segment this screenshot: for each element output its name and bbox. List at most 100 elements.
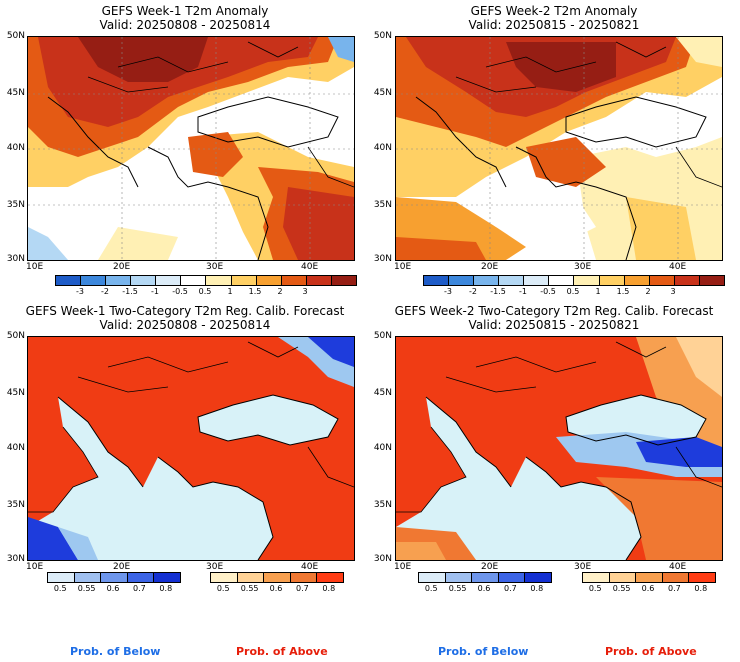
colorbar-swatch [281, 276, 307, 285]
colorbar-swatch [449, 276, 475, 285]
colorbar-swatch [331, 276, 356, 285]
colorbar-swatch [56, 276, 82, 285]
colorbar-swatch [624, 276, 650, 285]
colorbar-swatch [237, 573, 265, 582]
colorbar-swatch [636, 573, 663, 582]
lat-label: 35N [6, 500, 25, 510]
anomaly-map [395, 36, 723, 261]
colorbar-tick-label: 0.6 [269, 584, 283, 593]
below-colorbar [418, 572, 552, 583]
lat-label: 45N [373, 388, 392, 398]
anomaly-map-svg [28, 37, 354, 260]
lat-label: 45N [6, 88, 25, 98]
colorbar-swatch [525, 573, 551, 582]
lon-label: 10E [26, 262, 44, 272]
colorbar-swatch [211, 573, 238, 582]
colorbar-tick-label: -0.5 [172, 287, 188, 296]
lon-label: 30E [206, 562, 224, 572]
colorbar-tick-label: 1.5 [616, 287, 630, 296]
prob-above-label: Prob. of Above [605, 645, 697, 658]
colorbar-swatch [81, 276, 107, 285]
colorbar-tick-label: 0.8 [322, 584, 336, 593]
colorbar-swatch [474, 276, 500, 285]
colorbar-tick-label: 0.55 [240, 584, 259, 593]
probability-map-svg [28, 337, 354, 560]
lat-label: 35N [373, 500, 392, 510]
colorbar-swatch [689, 573, 715, 582]
colorbar-tick-label: -3 [76, 287, 84, 296]
probability-map [27, 336, 355, 561]
lat-label: 30N [6, 554, 25, 564]
colorbar-tick-label: 0.6 [641, 584, 655, 593]
colorbar-swatch [674, 276, 700, 285]
lat-label: 40N [6, 443, 25, 453]
colorbar-tick-label: 0.5 [53, 584, 67, 593]
lat-label: 40N [373, 143, 392, 153]
panel-valid-dates: Valid: 20250815 - 20250821 [468, 318, 640, 332]
panel-title: GEFS Week-1 T2m Anomaly [101, 4, 269, 18]
colorbar-swatch [499, 276, 525, 285]
lat-label: 50N [6, 331, 25, 341]
colorbar-tick-label: 0.5 [566, 287, 580, 296]
colorbar-tick-label: 0.7 [296, 584, 309, 593]
colorbar-tick-label: 0.6 [477, 584, 491, 593]
colorbar-swatch [662, 573, 690, 582]
colorbar-tick-label: 0.8 [159, 584, 173, 593]
panel-valid-dates: Valid: 20250808 - 20250814 [99, 318, 271, 332]
colorbar-swatch [101, 573, 128, 582]
colorbar-swatch [181, 276, 207, 285]
lon-label: 10E [394, 262, 412, 272]
colorbar-tick-label: 0.8 [530, 584, 544, 593]
anomaly-map [27, 36, 355, 261]
colorbar-swatch [131, 276, 157, 285]
colorbar-tick-label: 0.55 [448, 584, 467, 593]
colorbar-tick-label: -1 [151, 287, 159, 296]
below-colorbar [47, 572, 181, 583]
prob-below-label: Prob. of Below [438, 645, 529, 658]
colorbar-tick-label: 1.5 [248, 287, 262, 296]
lon-label: 40E [301, 562, 319, 572]
colorbar-tick-label: 0.8 [694, 584, 708, 593]
colorbar-tick-label: 0.5 [198, 287, 212, 296]
colorbar-swatch [649, 276, 675, 285]
panel-valid-dates: Valid: 20250815 - 20250821 [468, 18, 640, 32]
colorbar-tick-label: -2 [101, 287, 109, 296]
lat-label: 45N [373, 88, 392, 98]
colorbar-tick-label: -1.5 [490, 287, 506, 296]
colorbar-tick-label: 0.55 [77, 584, 96, 593]
colorbar-swatch [206, 276, 232, 285]
colorbar-swatch [524, 276, 550, 285]
colorbar-swatch [472, 573, 499, 582]
lon-label: 30E [574, 562, 592, 572]
lon-label: 10E [394, 562, 412, 572]
colorbar-swatch [48, 573, 75, 582]
lon-label: 20E [481, 262, 499, 272]
colorbar-swatch [156, 276, 182, 285]
colorbar-swatch [154, 573, 180, 582]
anomaly-map-svg [396, 37, 722, 260]
colorbar-swatch [256, 276, 282, 285]
colorbar-tick-label: 1 [595, 287, 601, 296]
colorbar-tick-label: 0.7 [504, 584, 517, 593]
anomaly-colorbar [423, 275, 725, 286]
colorbar-tick-label: 0.55 [612, 584, 631, 593]
above-colorbar [210, 572, 344, 583]
lat-label: 40N [6, 143, 25, 153]
colorbar-swatch [609, 573, 637, 582]
probability-map-svg [396, 337, 722, 560]
colorbar-swatch [127, 573, 155, 582]
colorbar-tick-label: 3 [302, 287, 308, 296]
colorbar-swatch [583, 573, 610, 582]
colorbar-tick-label: 0.5 [424, 584, 438, 593]
probability-map [395, 336, 723, 561]
lat-label: 35N [373, 200, 392, 210]
colorbar-swatch [445, 573, 473, 582]
colorbar-swatch [264, 573, 291, 582]
colorbar-tick-label: -2 [469, 287, 477, 296]
colorbar-tick-label: 3 [670, 287, 676, 296]
lat-label: 35N [6, 200, 25, 210]
colorbar-swatch [290, 573, 318, 582]
colorbar-tick-label: 0.7 [133, 584, 146, 593]
panel-week1-anomaly: GEFS Week-1 T2m Anomaly Valid: 20250808 … [0, 0, 370, 300]
lon-label: 20E [113, 262, 131, 272]
